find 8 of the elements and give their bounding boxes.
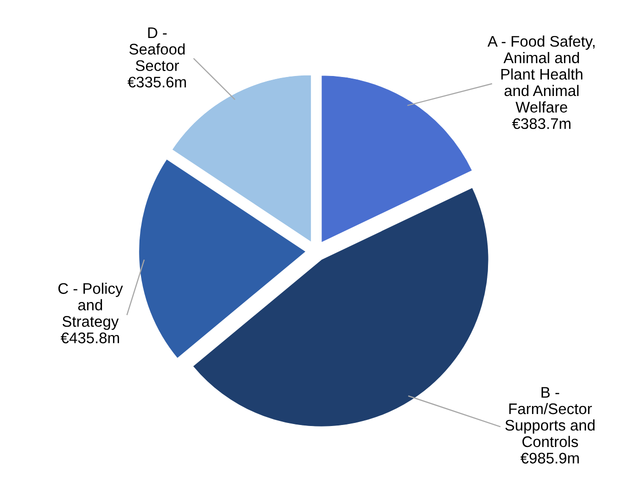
slice-label: C - Policy and Strategy: [58, 282, 123, 330]
data-label: €383.7m: [512, 118, 570, 130]
data-label: €985.9m: [520, 452, 579, 464]
slice-label: A - Food Safety, Animal and Plant Health and Animal Welfare: [488, 36, 595, 113]
slice-label: B - Farm/Sector Supports and Controls: [505, 387, 595, 448]
data-label: €435.8m: [60, 332, 120, 344]
data-label: €335.6m: [128, 76, 186, 88]
slice-label: D - Seafood Sector: [129, 27, 185, 72]
